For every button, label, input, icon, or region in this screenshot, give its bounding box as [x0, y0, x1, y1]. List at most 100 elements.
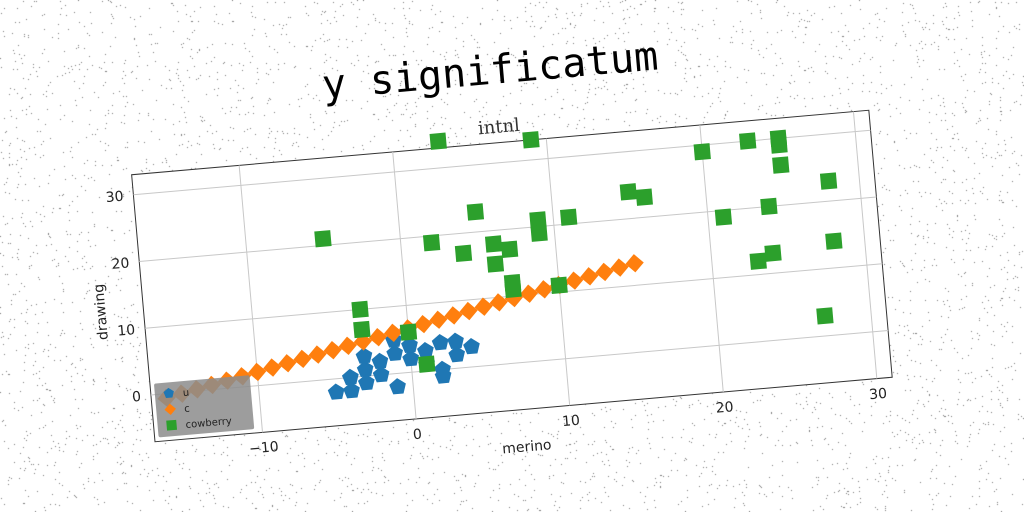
c-point: [595, 262, 614, 282]
cowberry-point: [560, 208, 578, 226]
legend-marker-cowberry: [166, 419, 178, 431]
legend-label: cowberry: [185, 416, 232, 431]
c-point: [278, 354, 297, 373]
cowberry-point: [760, 197, 778, 216]
u-point: [401, 336, 418, 354]
u-point: [431, 334, 449, 351]
cowberry-point: [825, 232, 843, 250]
cowberry-point: [504, 280, 522, 299]
cowberry-point: [714, 208, 733, 226]
c-point: [474, 297, 493, 316]
c-point: [580, 267, 599, 286]
cowberry-point: [819, 172, 838, 190]
u-point: [341, 368, 359, 386]
legend-marker-u: [163, 387, 174, 399]
x-gridline: [699, 125, 724, 393]
u-point: [355, 347, 373, 364]
x-gridline: [392, 151, 417, 419]
cowberry-point: [529, 211, 547, 229]
u-point: [343, 382, 360, 399]
cowberry-point: [530, 224, 548, 242]
u-point: [371, 352, 389, 370]
y-tick-label: 30: [105, 189, 124, 206]
x-tick-label: −10: [248, 439, 279, 458]
c-point: [383, 323, 403, 342]
c-point: [293, 349, 312, 369]
u-point: [357, 374, 375, 391]
cowberry-point: [399, 323, 418, 341]
u-point: [327, 383, 345, 400]
cowberry-point: [500, 240, 519, 258]
c-point: [414, 314, 433, 334]
x-tick-label: 10: [561, 413, 580, 430]
cowberry-point: [314, 230, 332, 248]
cowberry-point: [816, 307, 834, 325]
cowberry-point: [466, 203, 485, 221]
y-gridline: [139, 196, 877, 263]
c-point: [459, 301, 478, 321]
x-tick-label: 0: [412, 426, 422, 443]
x-gridline: [545, 138, 571, 406]
c-point: [610, 258, 629, 277]
c-point: [444, 306, 463, 325]
cowberry-point: [550, 276, 568, 294]
u-point: [448, 346, 466, 363]
cowberry-point: [422, 234, 441, 252]
c-point: [565, 271, 584, 290]
u-point: [463, 338, 480, 355]
u-point: [434, 367, 452, 384]
u-point: [356, 360, 374, 378]
cowberry-point: [522, 131, 540, 149]
cowberry-point: [351, 300, 369, 319]
legend-box: [154, 375, 255, 438]
u-point: [389, 378, 406, 395]
u-point: [402, 350, 419, 367]
c-point: [368, 327, 388, 347]
x-axis-label: merino: [502, 437, 553, 457]
cowberry-point: [769, 129, 788, 148]
legend-label: u: [182, 388, 189, 400]
x-tick-label: 20: [715, 399, 734, 416]
c-point: [263, 358, 282, 377]
cowberry-point: [484, 235, 503, 253]
y-tick-label: 0: [131, 389, 141, 406]
u-point: [386, 344, 403, 362]
u-point: [372, 366, 390, 383]
x-gridline: [238, 165, 264, 433]
c-point: [489, 293, 508, 312]
c-point: [323, 341, 342, 360]
legend-marker-c: [164, 403, 176, 416]
cowberry-point: [749, 252, 767, 270]
cowberry-point: [486, 255, 505, 273]
data-points: [157, 129, 843, 408]
legend-label: c: [184, 404, 190, 415]
x-tick-label: 30: [869, 386, 888, 403]
x-gridline: [852, 111, 878, 379]
y-tick-label: 10: [117, 322, 136, 339]
c-point: [534, 280, 554, 299]
cowberry-point: [353, 320, 371, 339]
cowberry-point: [619, 183, 638, 201]
y-gridline: [150, 330, 889, 396]
c-point: [308, 345, 327, 364]
cowberry-point: [429, 132, 447, 150]
plot-area: −10 0 10 20 30 0 10 20 30 intnl merino drawing u…: [91, 109, 893, 458]
chart-subtitle: intnl: [477, 115, 521, 140]
c-point: [338, 336, 357, 356]
cowberry-point: [739, 132, 757, 150]
c-point: [519, 284, 539, 303]
cowberry-point: [764, 244, 782, 262]
u-point: [447, 332, 464, 349]
c-point: [248, 362, 267, 382]
y-axis-label: drawing: [91, 283, 112, 341]
cowberry-point: [693, 143, 711, 161]
y-tick-label: 20: [111, 255, 130, 272]
cowberry-point: [635, 188, 653, 206]
cowberry-point: [772, 156, 790, 174]
cowberry-point: [454, 244, 473, 263]
cowberry-point: [418, 355, 436, 373]
c-point: [625, 254, 644, 273]
u-point: [417, 342, 434, 359]
